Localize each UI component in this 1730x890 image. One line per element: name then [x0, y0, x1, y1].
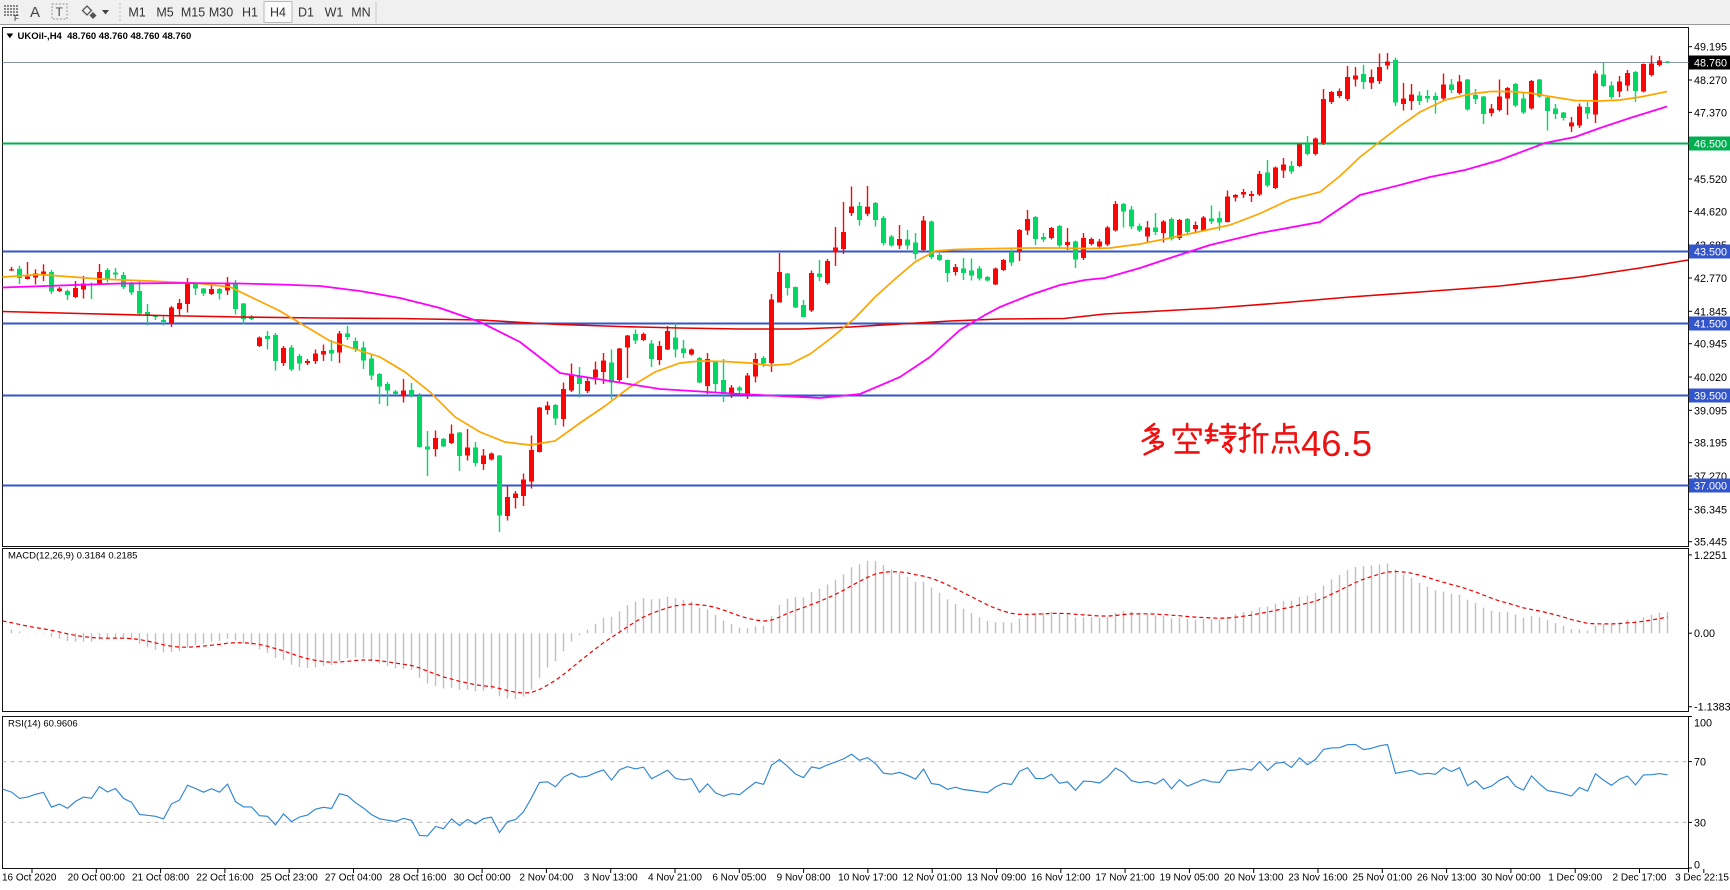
svg-text:41.500: 41.500 [1694, 319, 1727, 331]
svg-text:20 Oct 00:00: 20 Oct 00:00 [68, 873, 126, 884]
svg-text:40.020: 40.020 [1694, 372, 1727, 384]
svg-text:0.00: 0.00 [1694, 628, 1715, 640]
svg-text:22 Oct 16:00: 22 Oct 16:00 [196, 873, 254, 884]
svg-text:2 Nov 04:00: 2 Nov 04:00 [519, 873, 573, 884]
svg-text:19 Nov 05:00: 19 Nov 05:00 [1160, 873, 1220, 884]
svg-text:46.5: 46.5 [1301, 423, 1372, 464]
svg-text:4 Nov 21:00: 4 Nov 21:00 [648, 873, 702, 884]
svg-text:25 Oct 23:00: 25 Oct 23:00 [261, 873, 319, 884]
svg-text:100: 100 [1694, 718, 1712, 730]
svg-text:10 Nov 17:00: 10 Nov 17:00 [838, 873, 898, 884]
svg-text:26 Nov 13:00: 26 Nov 13:00 [1417, 873, 1477, 884]
svg-text:M1: M1 [128, 6, 145, 20]
svg-text:MACD(12,26,9) 0.3184 0.2185: MACD(12,26,9) 0.3184 0.2185 [8, 551, 137, 562]
svg-text:H4: H4 [270, 6, 286, 20]
svg-text:H1: H1 [242, 6, 258, 20]
svg-text:70: 70 [1694, 757, 1706, 769]
svg-text:UKOil-,H4 48.760 48.760 48.76: UKOil-,H4 48.760 48.760 48.760 48.760 [18, 31, 192, 42]
svg-text:0: 0 [1694, 860, 1700, 872]
svg-text:46.500: 46.500 [1694, 139, 1727, 151]
svg-text:36.345: 36.345 [1694, 504, 1727, 516]
svg-text:M30: M30 [209, 6, 233, 20]
svg-text:27 Oct 04:00: 27 Oct 04:00 [325, 873, 383, 884]
svg-text:RSI(14) 60.9606: RSI(14) 60.9606 [8, 719, 78, 730]
svg-text:16 Oct 2020: 16 Oct 2020 [2, 873, 57, 884]
svg-text:A: A [30, 4, 40, 21]
svg-text:37.000: 37.000 [1694, 481, 1727, 493]
svg-text:30 Oct 00:00: 30 Oct 00:00 [453, 873, 511, 884]
svg-text:21 Oct 08:00: 21 Oct 08:00 [132, 873, 190, 884]
svg-text:49.195: 49.195 [1694, 42, 1727, 54]
svg-text:F: F [14, 14, 19, 23]
svg-text:W1: W1 [325, 6, 344, 20]
svg-text:35.445: 35.445 [1694, 537, 1727, 549]
svg-text:M5: M5 [156, 6, 173, 20]
svg-text:17 Nov 21:00: 17 Nov 21:00 [1095, 873, 1155, 884]
svg-text:2 Dec 17:00: 2 Dec 17:00 [1613, 873, 1667, 884]
svg-text:38.195: 38.195 [1694, 438, 1727, 450]
svg-text:40.945: 40.945 [1694, 339, 1727, 351]
svg-text:44.620: 44.620 [1694, 206, 1727, 218]
svg-text:43.500: 43.500 [1694, 247, 1727, 259]
svg-text:41.845: 41.845 [1694, 306, 1727, 318]
svg-text:MN: MN [351, 6, 370, 20]
svg-text:D1: D1 [298, 6, 314, 20]
svg-text:16 Nov 12:00: 16 Nov 12:00 [1031, 873, 1091, 884]
svg-text:T: T [56, 5, 64, 19]
svg-text:1.2251: 1.2251 [1694, 550, 1727, 562]
svg-text:39.095: 39.095 [1694, 405, 1727, 417]
svg-text:-1.1383: -1.1383 [1694, 702, 1730, 714]
svg-text:12 Nov 01:00: 12 Nov 01:00 [902, 873, 962, 884]
svg-text:M15: M15 [181, 6, 205, 20]
svg-text:42.770: 42.770 [1694, 273, 1727, 285]
svg-text:48.270: 48.270 [1694, 75, 1727, 87]
svg-text:1 Dec 09:00: 1 Dec 09:00 [1548, 873, 1602, 884]
svg-text:30 Nov 00:00: 30 Nov 00:00 [1481, 873, 1541, 884]
svg-text:6 Nov 05:00: 6 Nov 05:00 [712, 873, 766, 884]
svg-text:3 Dec 22:15: 3 Dec 22:15 [1675, 873, 1729, 884]
svg-text:23 Nov 16:00: 23 Nov 16:00 [1288, 873, 1348, 884]
svg-text:30: 30 [1694, 817, 1706, 829]
svg-text:13 Nov 09:00: 13 Nov 09:00 [967, 873, 1027, 884]
svg-text:28 Oct 16:00: 28 Oct 16:00 [389, 873, 447, 884]
svg-text:25 Nov 01:00: 25 Nov 01:00 [1353, 873, 1413, 884]
svg-text:20 Nov 13:00: 20 Nov 13:00 [1224, 873, 1284, 884]
svg-text:45.520: 45.520 [1694, 174, 1727, 186]
svg-text:47.370: 47.370 [1694, 107, 1727, 119]
svg-text:48.760: 48.760 [1694, 58, 1727, 70]
svg-text:3 Nov 13:00: 3 Nov 13:00 [584, 873, 638, 884]
svg-text:9 Nov 08:00: 9 Nov 08:00 [777, 873, 831, 884]
svg-text:39.500: 39.500 [1694, 391, 1727, 403]
